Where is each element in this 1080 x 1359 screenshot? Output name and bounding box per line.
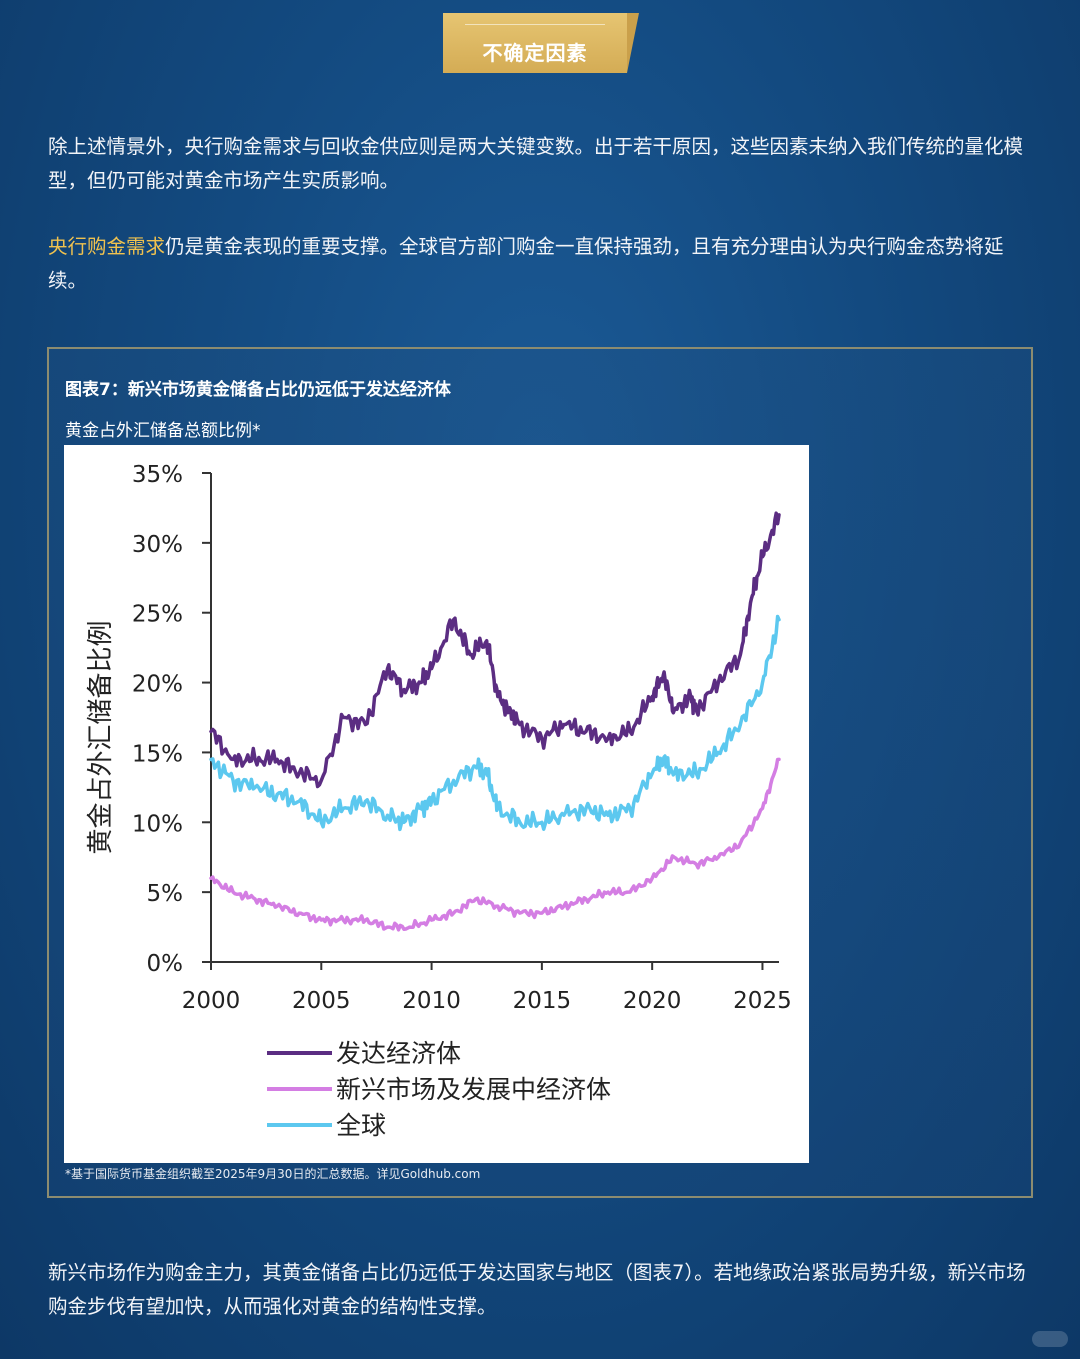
- y-tick-label: 35%: [132, 462, 183, 488]
- series-line-1: [209, 511, 781, 789]
- y-tick-label: 20%: [132, 672, 183, 698]
- highlight-text: 央行购金需求: [48, 235, 166, 258]
- x-tick-label: 2015: [513, 988, 572, 1014]
- figure-panel: 图表7：新兴市场黄金储备占比仍远低于发达经济体 黄金占外汇储备总额比例* 0% 5…: [47, 347, 1033, 1198]
- y-tick-label: 15%: [132, 741, 183, 767]
- figure-footnote: *基于国际货币基金组织截至2025年9月30日的汇总数据。详见Goldhub.c…: [65, 1167, 481, 1181]
- line-chart: 0% 5% 10% 15% 20% 25% 30% 35% 2000 2005 2010 2015 20…: [86, 462, 792, 1140]
- section-badge: 不确定因素: [443, 13, 639, 73]
- intro-paragraph-2: 央行购金需求仍是黄金表现的重要支撑。全球官方部门购金一直保持强劲，且有充分理由认…: [48, 230, 1038, 298]
- figure-title: 图表7：新兴市场黄金储备占比仍远低于发达经济体: [65, 380, 451, 400]
- y-tick-label: 5%: [147, 881, 184, 907]
- x-tick-label: 2010: [402, 988, 461, 1014]
- intro-paragraph-1: 除上述情景外，央行购金需求与回收金供应则是两大关键变数。出于若干原因，这些因素未…: [48, 135, 1024, 192]
- y-tick-label: 10%: [132, 811, 183, 837]
- badge-divider: [465, 24, 605, 25]
- closing-paragraph: 新兴市场作为购金主力，其黄金储备占比仍远低于发达国家与地区（图表7）。若地缘政治…: [48, 1261, 1026, 1318]
- legend-label-2: 新兴市场及发展中经济体: [336, 1075, 611, 1104]
- y-tick-label: 0%: [147, 951, 184, 977]
- x-tick-label: 2025: [733, 988, 792, 1014]
- paragraph-2-body: 仍是黄金表现的重要支撑。全球官方部门购金一直保持强劲，且有充分理由认为央行购金态…: [48, 235, 1004, 292]
- y-tick-label: 30%: [132, 532, 183, 558]
- x-tick-label: 2005: [292, 988, 351, 1014]
- series-line-3: [209, 614, 781, 832]
- figure-subtitle: 黄金占外汇储备总额比例*: [65, 421, 261, 441]
- badge-label: 不确定因素: [482, 41, 588, 65]
- series-line-2: [209, 757, 781, 932]
- y-tick-label: 25%: [132, 602, 183, 628]
- legend-label-3: 全球: [336, 1111, 386, 1140]
- legend-label-1: 发达经济体: [336, 1039, 461, 1068]
- watermark-logo: [1032, 1331, 1068, 1347]
- x-tick-label: 2020: [623, 988, 682, 1014]
- chart-area: 0% 5% 10% 15% 20% 25% 30% 35% 2000 2005 2010 2015 20…: [64, 445, 809, 1163]
- x-tick-label: 2000: [182, 988, 241, 1014]
- y-axis-label: 黄金占外汇储备比例: [86, 620, 116, 854]
